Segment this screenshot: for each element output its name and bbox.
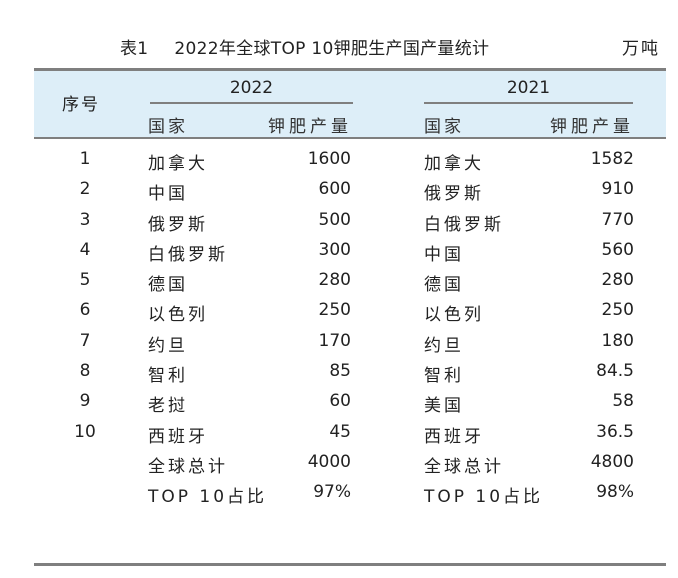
cell-country-2022: 约旦	[148, 335, 188, 356]
table-row: 1 加拿大 1600 加拿大 1582	[0, 145, 678, 175]
table-row: 2 中国 600 俄罗斯 910	[0, 175, 678, 205]
header-rule	[34, 137, 666, 139]
table-row: 8 智利 85 智利 84.5	[0, 357, 678, 387]
cell-country-2021: 以色列	[424, 305, 484, 326]
header-output-2022: 钾肥产量	[268, 117, 352, 137]
cell-country-2021: 西班牙	[424, 426, 484, 447]
cell-country-2021: 加拿大	[424, 154, 484, 174]
table-row: 3 俄罗斯 500 白俄罗斯 770	[0, 206, 678, 236]
cell-seq: 6	[79, 300, 91, 321]
cell-output-2021: 4800	[590, 451, 634, 472]
header-country-2021: 国家	[424, 117, 464, 137]
table-row: 6 以色列 250 以色列 250	[0, 296, 678, 326]
cell-seq: 9	[79, 391, 91, 412]
cell-output-2021: 770	[601, 209, 634, 230]
table-row: 4 白俄罗斯 300 中国 560	[0, 236, 678, 266]
cell-output-2022: 97%	[313, 482, 351, 503]
cell-seq: 10	[74, 421, 96, 442]
table-row-share: TOP 10占比 97% TOP 10占比 98%	[0, 478, 678, 508]
top-rule	[34, 68, 666, 71]
cell-country-2021: 智利	[424, 366, 464, 387]
cell-country-2022: 白俄罗斯	[148, 244, 228, 265]
bottom-rule	[34, 563, 666, 566]
cell-output-2021: 98%	[596, 482, 634, 503]
table-title: 2022年全球TOP 10钾肥生产国产量统计	[174, 39, 490, 59]
cell-seq: 8	[79, 361, 91, 382]
header-output-2021: 钾肥产量	[550, 117, 634, 137]
cell-output-2021: 280	[601, 270, 634, 291]
cell-seq: 3	[79, 209, 91, 230]
cell-country-2021: 约旦	[424, 335, 464, 356]
cell-output-2021: 180	[601, 330, 634, 351]
cell-output-2021: 560	[601, 239, 634, 260]
cell-country-2021: 俄罗斯	[424, 184, 484, 205]
cell-seq: 5	[79, 270, 91, 291]
table-caption: 表1 2022年全球TOP 10钾肥生产国产量统计 万吨	[0, 34, 678, 60]
cell-seq: 1	[79, 149, 91, 169]
cell-output-2021: 250	[601, 300, 634, 321]
caption-title-block: 表1 2022年全球TOP 10钾肥生产国产量统计	[120, 34, 489, 59]
header-year-2021: 2021	[506, 78, 551, 98]
cell-output-2022: 250	[318, 300, 351, 321]
table-number: 表1	[120, 39, 149, 59]
cell-country-2022: 以色列	[148, 305, 208, 326]
table-row: 7 约旦 170 约旦 180	[0, 327, 678, 357]
cell-country-2021: 全球总计	[424, 456, 504, 477]
cell-country-2022: TOP 10占比	[148, 487, 268, 508]
cell-seq: 7	[79, 330, 91, 351]
cell-output-2022: 170	[318, 330, 351, 351]
table-row: 10 西班牙 45 西班牙 36.5	[0, 418, 678, 448]
table-row: 5 德国 280 德国 280	[0, 266, 678, 296]
cell-country-2021: 中国	[424, 244, 464, 265]
cell-output-2021: 910	[601, 179, 634, 200]
cell-output-2022: 600	[318, 179, 351, 200]
cell-output-2022: 60	[329, 391, 351, 412]
table-row: 9 老挝 60 美国 58	[0, 387, 678, 417]
cell-country-2021: 白俄罗斯	[424, 214, 504, 235]
header-year-2022: 2022	[229, 78, 274, 98]
cell-country-2022: 加拿大	[148, 154, 208, 174]
cell-country-2022: 俄罗斯	[148, 214, 208, 235]
cell-output-2022: 1600	[307, 149, 351, 169]
cell-output-2022: 280	[318, 270, 351, 291]
cell-output-2022: 45	[329, 421, 351, 442]
group-rule-2021	[424, 102, 633, 104]
cell-output-2022: 85	[329, 361, 351, 382]
cell-country-2021: 美国	[424, 396, 464, 417]
cell-country-2022: 全球总计	[148, 456, 228, 477]
cell-country-2022: 中国	[148, 184, 188, 205]
cell-seq: 4	[79, 239, 91, 260]
cell-output-2022: 300	[318, 239, 351, 260]
cell-country-2021: TOP 10占比	[424, 487, 544, 508]
cell-country-2022: 老挝	[148, 396, 188, 417]
table-unit: 万吨	[622, 39, 660, 59]
cell-country-2021: 德国	[424, 275, 464, 296]
header-seq: 序号	[62, 95, 100, 115]
cell-country-2022: 智利	[148, 366, 188, 387]
cell-output-2022: 500	[318, 209, 351, 230]
cell-output-2021: 1582	[590, 149, 634, 169]
header-country-2022: 国家	[148, 117, 188, 137]
cell-country-2022: 德国	[148, 275, 188, 296]
cell-output-2021: 84.5	[596, 361, 634, 382]
cell-seq: 2	[79, 179, 91, 200]
table-body: 1 加拿大 1600 加拿大 1582 2 中国 600 俄罗斯 910 3 俄…	[0, 145, 678, 509]
table-row-total: 全球总计 4000 全球总计 4800	[0, 448, 678, 478]
cell-country-2022: 西班牙	[148, 426, 208, 447]
cell-output-2021: 58	[612, 391, 634, 412]
cell-output-2022: 4000	[307, 451, 351, 472]
cell-output-2021: 36.5	[596, 421, 634, 442]
group-rule-2022	[150, 102, 353, 104]
